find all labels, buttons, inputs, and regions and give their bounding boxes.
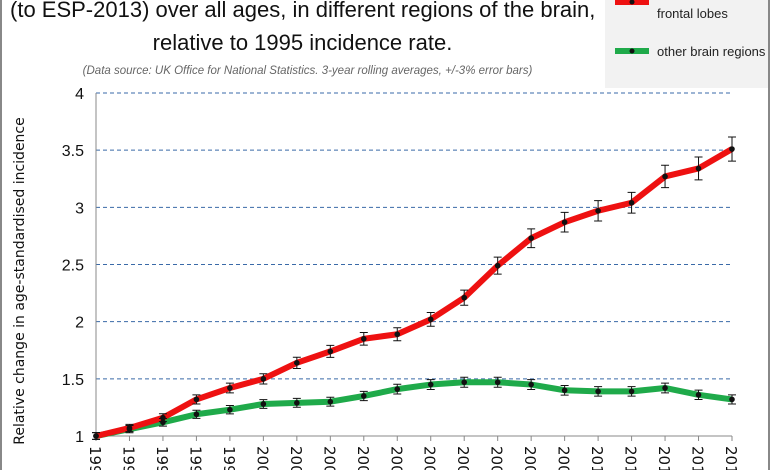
x-tick-label: 2007	[488, 446, 506, 470]
x-tick-label: 1997	[153, 446, 171, 470]
data-point-temporal-lobes	[227, 385, 233, 391]
x-tick-label: 2002	[320, 446, 338, 470]
series-line-temporal-lobes	[95, 146, 734, 439]
data-point-temporal-lobes	[729, 146, 735, 152]
data-point-temporal-lobes	[662, 173, 668, 180]
x-tick-label: 2010	[588, 446, 606, 470]
data-point-temporal-lobes	[494, 262, 501, 269]
data-point-other-regions	[327, 398, 334, 405]
x-tick-label: 2013	[689, 446, 707, 470]
data-point-other-regions	[427, 381, 434, 388]
y-tick-label: 4	[75, 86, 84, 103]
data-point-temporal-lobes	[160, 414, 166, 421]
data-point-other-regions	[494, 379, 501, 386]
series-line-other-regions	[95, 379, 733, 439]
data-point-other-regions	[695, 392, 702, 398]
data-point-other-regions	[360, 393, 367, 399]
data-point-temporal-lobes	[394, 331, 401, 338]
data-point-other-regions	[93, 433, 99, 439]
legend-swatch-other	[615, 48, 649, 54]
data-point-other-regions	[294, 400, 300, 406]
data-point-other-regions	[193, 411, 200, 418]
chart-subtitle: (Data source: UK Office for National Sta…	[82, 65, 533, 77]
chart-title-line-1-wrap: (to ESP-2013) over all ages, in differen…	[10, 0, 595, 23]
data-point-temporal-lobes	[327, 348, 334, 355]
x-tick-label: 2009	[555, 446, 573, 470]
data-point-temporal-lobes	[628, 199, 635, 206]
data-point-temporal-lobes	[294, 360, 300, 366]
data-point-temporal-lobes	[461, 294, 468, 301]
chart-title-line-2-wrap: relative to 1995 incidence rate.	[10, 30, 595, 56]
data-point-temporal-lobes	[595, 207, 601, 214]
x-tick-label: 2012	[655, 446, 673, 470]
x-tick-label: 2005	[421, 446, 439, 470]
y-tick-label: 3.5	[62, 143, 84, 160]
x-tick-label: 2004	[387, 446, 405, 470]
data-point-temporal-lobes	[561, 219, 568, 225]
data-point-other-regions	[260, 401, 267, 407]
data-point-other-regions	[528, 381, 534, 388]
y-tick-label: 1.5	[62, 372, 84, 389]
data-point-temporal-lobes	[528, 235, 534, 242]
y-tick-label: 2	[75, 315, 84, 332]
x-tick-label: 2014	[722, 446, 740, 470]
chart-title-line: relative to 1995 incidence rate.	[152, 30, 453, 55]
legend-swatch-temporal	[615, 0, 649, 5]
data-point-other-regions	[126, 426, 133, 432]
x-tick-label: 2008	[521, 446, 539, 470]
legend-label-temporal: temporal and frontal lobes	[657, 6, 728, 21]
x-tick-label: 2003	[354, 446, 372, 470]
data-point-other-regions	[394, 386, 401, 392]
data-point-other-regions	[561, 387, 568, 394]
data-point-other-regions	[595, 388, 601, 395]
data-point-temporal-lobes	[193, 396, 200, 403]
x-tick-label: 1999	[220, 446, 238, 470]
chart-subtitle-wrap: (Data source: UK Office for National Sta…	[20, 64, 595, 78]
data-point-temporal-lobes	[260, 376, 267, 382]
data-point-other-regions	[628, 388, 635, 395]
x-tick-label: 2011	[622, 446, 640, 470]
y-tick-label: 2.5	[62, 258, 84, 275]
chart-title-line: (to ESP-2013) over all ages, in differen…	[10, 0, 596, 22]
data-point-other-regions	[729, 396, 735, 403]
data-point-temporal-lobes	[695, 165, 702, 172]
data-point-other-regions	[227, 406, 233, 413]
x-tick-label: 2006	[454, 446, 472, 470]
x-tick-label: 1998	[186, 446, 204, 470]
data-point-temporal-lobes	[360, 336, 367, 342]
x-tick-label: 1995	[86, 446, 104, 470]
data-point-other-regions	[461, 379, 468, 386]
data-point-other-regions	[160, 419, 166, 426]
data-point-temporal-lobes	[427, 316, 434, 323]
y-tick-label: 1	[75, 429, 84, 446]
x-tick-label: 2001	[287, 446, 305, 470]
legend: temporal and frontal lobes other brain r…	[605, 0, 768, 88]
x-tick-label: 2000	[253, 446, 271, 470]
legend-label-other: other brain regions	[657, 44, 766, 59]
y-tick-label: 3	[75, 200, 84, 217]
x-tick-label: 1996	[119, 446, 137, 470]
data-point-other-regions	[662, 385, 668, 391]
